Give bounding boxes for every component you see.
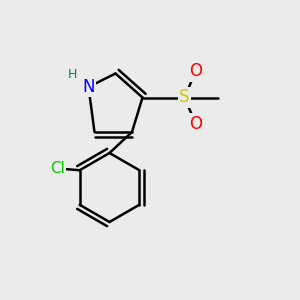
Text: H: H bbox=[67, 68, 77, 82]
Text: Cl: Cl bbox=[50, 161, 64, 176]
Text: O: O bbox=[189, 62, 202, 80]
Text: N: N bbox=[82, 78, 95, 96]
Text: S: S bbox=[179, 88, 190, 106]
Text: O: O bbox=[189, 115, 202, 133]
